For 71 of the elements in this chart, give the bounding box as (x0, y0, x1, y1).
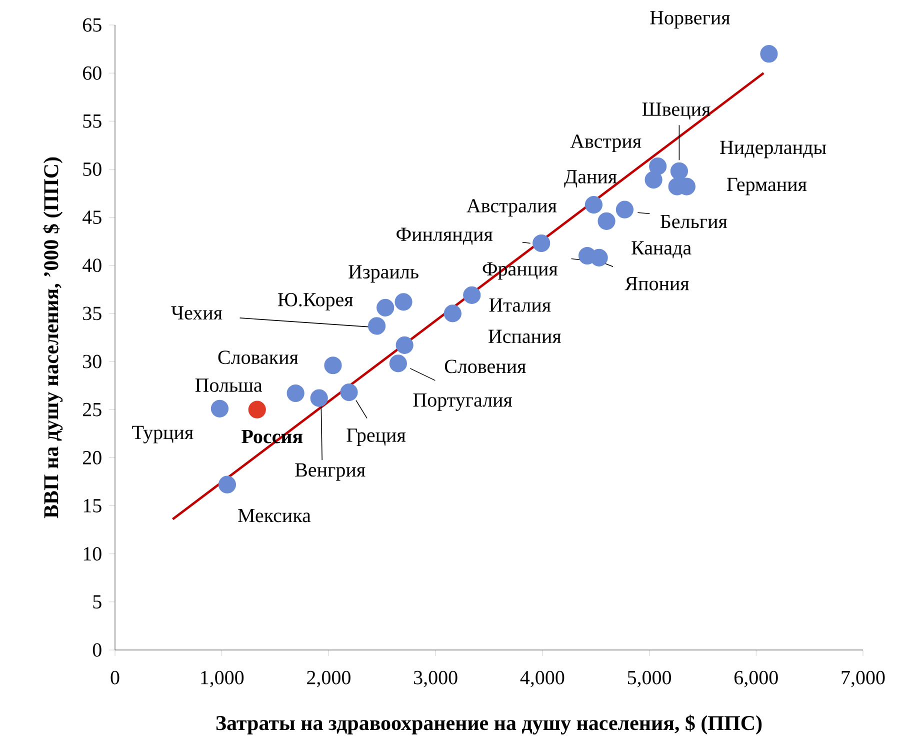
x-tick-label: 1,000 (201, 670, 244, 688)
y-tick-label: 35 (83, 306, 102, 320)
y-tick-label: 15 (84, 499, 102, 512)
y-axis-title: ВВП на душу населения, ’000 $ (ППС) (42, 157, 63, 518)
point (340, 384, 358, 402)
annotation: Япония (624, 277, 690, 290)
annotation: Германия (726, 178, 807, 196)
point (616, 200, 634, 218)
annotation: Чехия (171, 306, 222, 320)
x-tick-label: 6,000 (734, 670, 778, 688)
annotation: Турция (132, 426, 194, 444)
y-tick-label: 55 (83, 114, 102, 128)
point (368, 317, 386, 335)
y-tick-label: 5 (93, 595, 102, 609)
annotation: Норвегия (650, 11, 730, 29)
point (649, 158, 667, 176)
y-tick-label: 30 (83, 354, 102, 368)
point (444, 304, 462, 322)
point (532, 234, 550, 252)
x-tick-label: 5,000 (628, 670, 672, 688)
point (218, 476, 236, 494)
annotation: Венгрия (295, 463, 366, 481)
x-axis-title: Затраты на здравоохранение на душу населения, $ (ППС) (216, 714, 762, 734)
annotation: Ю.Корея (278, 292, 353, 310)
point (310, 389, 328, 407)
annotation: Польша (195, 378, 262, 392)
annotation: Израиль (348, 265, 418, 283)
annotation: Австрия (570, 134, 642, 152)
annotation: Словакия (218, 350, 298, 364)
point (598, 212, 616, 230)
y-tick-label: 20 (83, 450, 102, 464)
annotation: Нидерланды (720, 140, 826, 158)
annotation: Швеция (642, 102, 710, 120)
point (210, 400, 229, 418)
point (248, 400, 266, 418)
point (324, 356, 342, 374)
y-tick-label: 50 (83, 162, 102, 176)
annotation: Греция (346, 428, 406, 446)
x-tick-label: 7,000 (842, 670, 885, 688)
x-tick-label: 4,000 (520, 670, 564, 688)
point (584, 196, 603, 214)
annotation: Мексика (238, 508, 311, 522)
y-tick-label: 45 (82, 210, 102, 224)
y-tick-label: 10 (84, 547, 102, 561)
annotation: Португалия (413, 393, 512, 411)
annotation: Словения (444, 360, 526, 374)
annotation: Канада (632, 241, 692, 258)
point (389, 354, 407, 372)
point (760, 45, 778, 63)
point (644, 171, 662, 189)
point (394, 293, 412, 311)
y-tick-label: 0 (92, 643, 102, 657)
y-tick-label: 40 (82, 258, 102, 272)
annotation: Финляндия (396, 228, 493, 245)
annotation: Дания (564, 170, 617, 188)
y-tick-label: 25 (83, 402, 102, 416)
annotation: Бельгия (660, 214, 728, 228)
annotation: Италия (489, 298, 551, 312)
annotation: Испания (488, 330, 562, 344)
x-tick-label: 2,000 (307, 670, 350, 688)
x-tick-label: 3,000 (414, 670, 458, 688)
annotation: Австралия (466, 199, 557, 217)
point (396, 336, 414, 354)
point (376, 298, 394, 316)
y-tick-label: 65 (83, 18, 102, 32)
point (463, 286, 481, 304)
point (286, 384, 304, 402)
x-tick-label: 0 (110, 670, 120, 684)
point (670, 162, 688, 180)
point (590, 248, 608, 266)
y-tick-label: 60 (83, 66, 102, 80)
